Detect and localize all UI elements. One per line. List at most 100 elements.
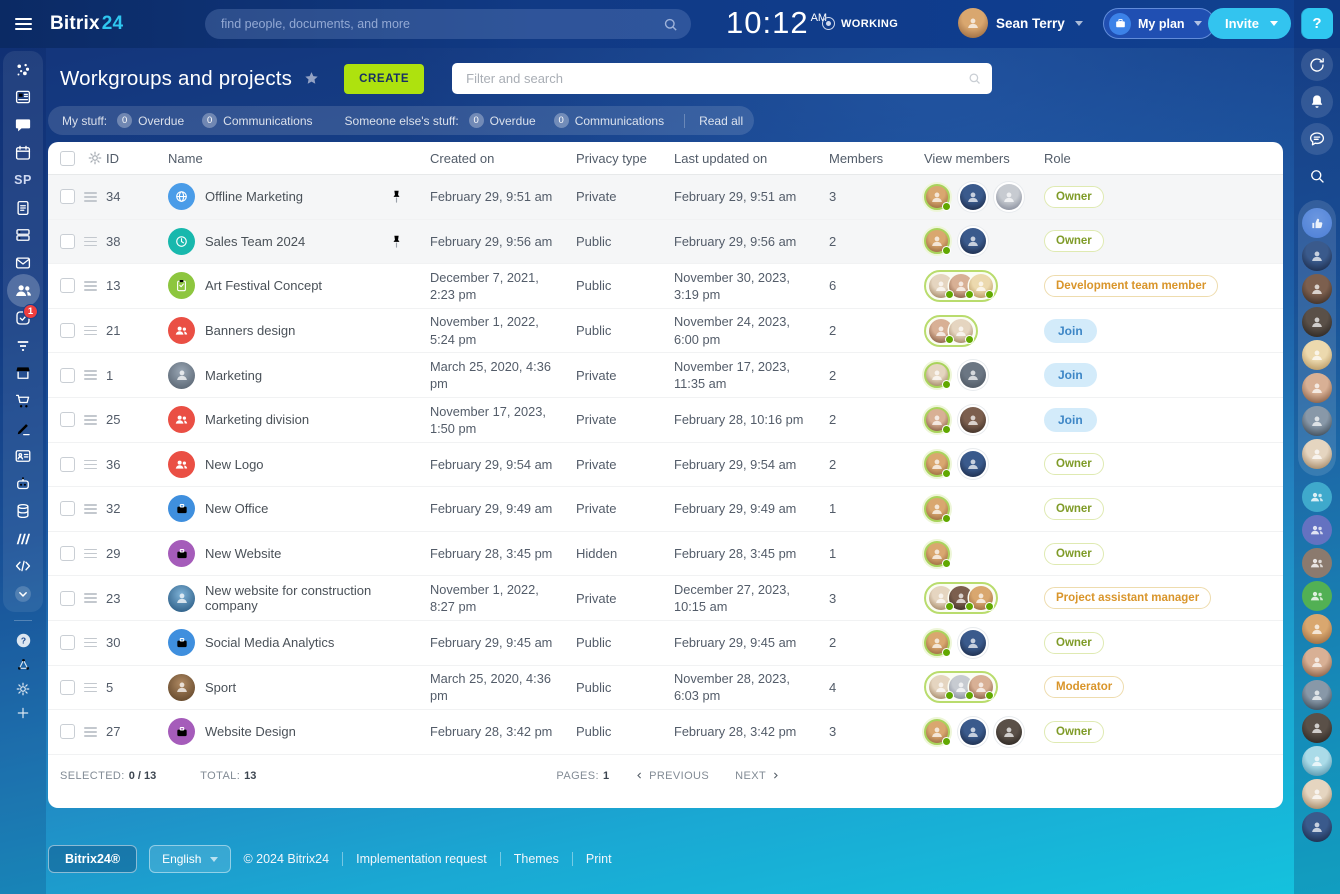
global-search-input[interactable] [221,17,662,31]
table-row[interactable]: 32 New Office February 29, 9:49 am Private… [48,487,1283,532]
invite-button[interactable]: Invite [1208,8,1291,39]
row-menu-button[interactable] [84,457,97,472]
footer-link[interactable]: Themes [499,852,559,866]
sidebar-item-helpdesk[interactable]: ? [0,629,46,653]
likes-avatar[interactable] [1302,208,1332,238]
chat-avatar[interactable] [1302,340,1332,370]
workgroup-name[interactable]: Offline Marketing [205,189,304,205]
workgroup-name[interactable]: Sales Team 2024 [205,233,306,249]
read-all-link[interactable]: Read all [684,113,743,128]
workgroup-name[interactable]: Social Media Analytics [205,635,335,651]
row-checkbox[interactable] [60,412,75,428]
view-members[interactable] [924,362,1044,390]
row-checkbox[interactable] [60,189,75,205]
main-menu-button[interactable] [0,15,46,33]
view-members[interactable] [924,228,1044,256]
work-status[interactable]: WORKING [822,17,898,30]
row-checkbox[interactable] [60,635,75,651]
sidebar-item-messenger[interactable] [3,111,43,139]
chat-avatar[interactable] [1302,307,1332,337]
workgroup-name[interactable]: New Website [205,546,282,562]
chat-avatar[interactable] [1302,274,1332,304]
user-menu[interactable]: Sean Terry [958,8,1083,38]
workgroup-name[interactable]: New Office [205,501,269,517]
member-avatar[interactable] [960,451,986,478]
sidebar-item-workgroups[interactable] [3,274,43,307]
grid-settings-gear-icon[interactable] [84,150,106,166]
view-members[interactable] [924,406,1044,434]
chat-avatar[interactable] [1302,779,1332,809]
view-members[interactable] [924,183,1044,211]
chat-avatar[interactable] [1302,713,1332,743]
footer-link[interactable]: Implementation request [342,852,487,866]
row-checkbox[interactable] [60,501,75,517]
view-members[interactable] [924,451,1044,479]
chat-avatar[interactable] [1302,241,1332,271]
sidebar-item-pulse[interactable] [3,56,43,84]
row-menu-button[interactable] [84,635,97,650]
previous-page-button[interactable]: Previous [635,770,709,782]
column-header-name[interactable]: Name [168,150,203,166]
counter-chip-overdue[interactable]: 0 Overdue [117,113,184,128]
workgroup-name[interactable]: New website for construction company [205,583,372,614]
workgroup-name[interactable]: Sport [205,679,237,695]
table-row[interactable]: 13 Art Festival Concept December 7, 2021, … [48,264,1283,309]
join-button[interactable]: Join [1044,363,1097,388]
members-avatar-pill[interactable] [924,671,998,704]
clock-widget[interactable]: 10:12 AM [726,5,827,41]
sidebar-item-calendar[interactable] [3,139,43,167]
table-row[interactable]: 23 New website for construction company No… [48,576,1283,621]
favorite-star-icon[interactable] [303,70,320,87]
filter-search-input[interactable] [466,71,968,86]
row-menu-button[interactable] [84,279,97,294]
row-menu-button[interactable] [84,190,97,205]
chat-avatar[interactable] [1302,812,1332,842]
counter-chip-overdue[interactable]: 0 Overdue [468,113,536,128]
help-panel-button[interactable]: ? [1301,8,1333,39]
row-menu-button[interactable] [84,413,97,428]
sidebar-item-sites[interactable]: SP [3,166,43,194]
table-row[interactable]: 30 Social Media Analytics February 29, 9:4… [48,621,1283,666]
table-row[interactable]: 29 New Website February 28, 3:45 pm Hidden… [48,532,1283,577]
sidebar-item-docs[interactable] [3,194,43,222]
counter-chip-communications[interactable]: 0 Communications [553,113,664,128]
chat-avatar[interactable] [1302,373,1332,403]
sidebar-item-settings[interactable] [0,677,46,701]
select-all-checkbox[interactable] [60,150,75,166]
sidebar-item-hr[interactable] [3,442,43,470]
bitrix24-footer-button[interactable]: Bitrix24® [48,845,138,873]
filter-search[interactable] [452,63,993,94]
table-row[interactable]: 21 Banners design November 1, 2022, 5:24 p… [48,309,1283,354]
table-row[interactable]: 5 Sport March 25, 2020, 4:36 pm Public Nov… [48,666,1283,711]
row-menu-button[interactable] [84,234,97,249]
view-members[interactable] [924,540,1044,568]
sidebar-item-boost[interactable] [3,525,43,553]
row-checkbox[interactable] [60,278,75,294]
row-checkbox[interactable] [60,546,75,562]
view-members[interactable] [924,269,1044,302]
next-page-button[interactable]: Next [735,770,780,782]
table-row[interactable]: 1 Marketing March 25, 2020, 4:36 pm Privat… [48,353,1283,398]
sidebar-item-market[interactable] [3,360,43,388]
chat-avatar[interactable] [1302,680,1332,710]
create-button[interactable]: CREATE [344,63,425,94]
chat-avatar[interactable] [1302,614,1332,644]
column-header-created-on[interactable]: Created on [430,150,495,166]
sidebar-item-structure[interactable] [0,653,46,677]
member-avatar[interactable] [924,362,950,389]
column-header-privacy-type[interactable]: Privacy type [576,150,647,166]
members-avatar-pill[interactable] [924,582,998,615]
search-panel-button[interactable] [1301,160,1333,192]
row-checkbox[interactable] [60,590,75,606]
group-chat-avatar[interactable] [1302,581,1332,611]
row-menu-button[interactable] [84,725,97,740]
column-header-role[interactable]: Role [1044,150,1071,166]
table-row[interactable]: 27 Website Design February 28, 3:42 pm Pub… [48,710,1283,755]
footer-link[interactable]: Print [571,852,612,866]
sidebar-item-mail[interactable] [3,249,43,277]
user-avatar[interactable] [958,8,988,38]
group-chat-avatar[interactable] [1302,548,1332,578]
join-button[interactable]: Join [1044,407,1097,432]
messenger-panel-button[interactable] [1301,123,1333,155]
view-members[interactable] [924,314,1044,347]
